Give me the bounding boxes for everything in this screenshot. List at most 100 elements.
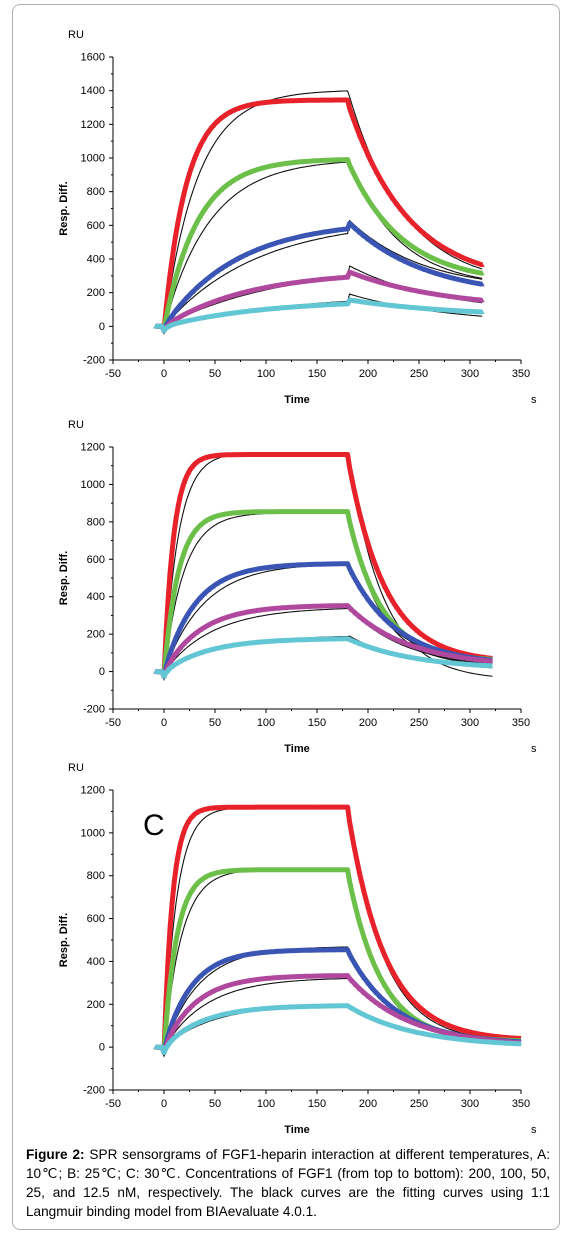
data-point [173,273,179,278]
data-point [304,604,310,609]
data-point [202,875,208,880]
data-point [357,183,363,188]
data-point [320,636,326,642]
data-point [479,262,485,267]
y-tick-label: 0 [99,321,105,333]
data-point [406,1018,412,1023]
data-point [406,634,412,640]
data-point [177,645,183,650]
data-point [255,286,261,292]
data-point [394,1008,400,1013]
data-point [169,899,175,904]
data-point [345,274,351,280]
data-point [324,302,330,307]
data-point [385,591,391,596]
data-point [287,974,293,979]
data-point [430,649,436,654]
data-point [214,987,220,992]
data-point [283,509,289,514]
data-point [177,658,183,664]
data-point [373,607,379,612]
data-point [353,122,359,128]
data-point [165,324,171,329]
data-point [398,206,404,212]
data-point [259,1006,265,1011]
data-point [210,988,216,994]
data-point [324,157,330,163]
data-point [214,645,220,651]
data-point [218,644,224,650]
data-point [259,307,265,312]
data-point [410,643,416,648]
data-point [251,308,257,313]
data-point [287,562,293,568]
data-point [218,959,224,965]
data-point [304,451,310,457]
data-point [402,238,408,243]
data-point [365,578,371,583]
data-point [410,244,416,249]
fit-curve [155,608,493,681]
data-point [267,1005,273,1011]
data-point [365,596,371,602]
data-point [357,614,363,619]
data-point [402,1026,408,1032]
data-point [251,977,257,982]
data-point [406,654,412,660]
data-point [283,563,289,568]
data-point [381,1020,387,1026]
data-point [341,97,347,103]
data-point [271,99,277,104]
data-point [324,867,330,872]
data-point [451,250,457,256]
data-point [255,804,261,810]
data-point [418,640,424,646]
data-point [247,102,253,108]
data-point [328,302,334,307]
data-point [190,307,196,313]
data-point [385,1001,391,1007]
data-point [300,97,306,103]
data-point [389,1023,395,1028]
data-point [353,175,359,180]
x-tick-label: 250 [410,368,428,380]
data-point [418,289,424,294]
data-point [230,108,236,113]
data-point [259,976,265,981]
data-point [177,260,183,265]
data-point [230,292,236,298]
data-point [243,252,249,257]
data-point [345,603,351,608]
data-point [447,248,453,254]
data-point [255,607,261,613]
data-point [434,306,440,312]
data-point [365,540,371,546]
data-point [279,509,285,514]
data-point [365,300,371,305]
data-point [438,272,444,278]
data-point [198,627,204,632]
data-point [214,452,220,458]
data-point [226,613,232,619]
data-point [218,985,224,990]
data-point [300,159,306,164]
data-point [296,509,302,514]
data-point [234,954,240,959]
data-point [234,510,240,515]
data-point [214,1013,220,1019]
data-point [328,451,334,457]
data-point [255,976,261,982]
data-point [361,889,367,894]
data-point [345,157,351,162]
data-point [455,1026,461,1031]
data-point [381,183,387,188]
data-point [414,656,420,661]
data-point [202,993,208,998]
data-point [165,999,171,1004]
data-point [328,157,334,163]
data-point [190,813,196,819]
data-point [324,636,330,642]
y-tick-label: 400 [87,254,105,266]
data-point [332,509,338,514]
figure-label: Figure 2: [26,1147,85,1162]
